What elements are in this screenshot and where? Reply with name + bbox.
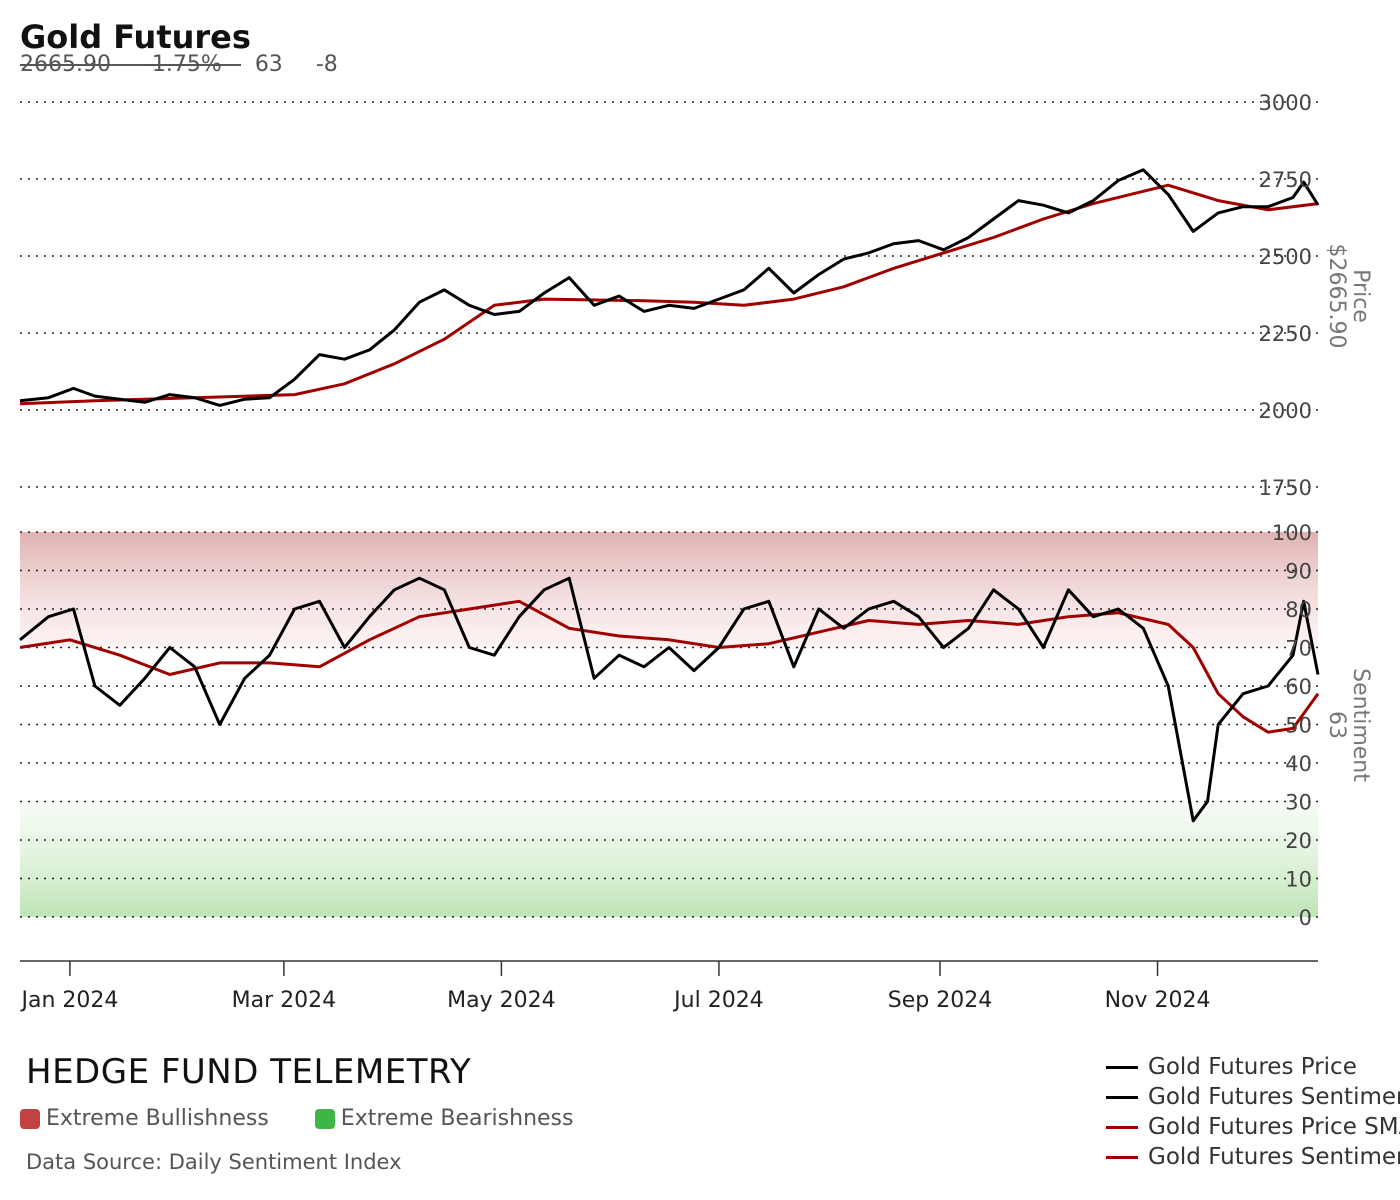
price-tick-label: 3000 bbox=[1259, 91, 1312, 115]
price-tick-label: 1750 bbox=[1259, 476, 1312, 500]
legend-item: Gold Futures Sentiment bbox=[1106, 1082, 1400, 1112]
legend-label: Gold Futures Price bbox=[1148, 1054, 1357, 1080]
sentiment-axis-title-text: Sentiment bbox=[1348, 668, 1373, 782]
legend-line-swatch bbox=[1106, 1065, 1138, 1069]
sentiment-line bbox=[19, 576, 1320, 823]
legend-label: Gold Futures Price SMA bbox=[1148, 1114, 1400, 1140]
legend-item: Gold Futures Price bbox=[1106, 1052, 1400, 1082]
legend-item: Gold Futures Price SMA bbox=[1106, 1112, 1400, 1142]
x-tick-label: May 2024 bbox=[447, 988, 555, 1013]
bear-swatch bbox=[314, 1108, 335, 1129]
bull-swatch bbox=[20, 1108, 40, 1129]
brand-name: HEDGE FUND TELEMETRY bbox=[26, 1052, 472, 1092]
header-stats: 2665.90 -1.75% 63 -8 bbox=[20, 52, 364, 77]
price-line bbox=[19, 168, 1320, 407]
series-lines bbox=[19, 168, 1320, 823]
x-tick-label: Sep 2024 bbox=[888, 988, 992, 1013]
price-axis-title-text: Price bbox=[1348, 269, 1373, 323]
price-axis-title-text: $2665.90 bbox=[1324, 244, 1349, 349]
price-value: 2665.90 bbox=[20, 52, 111, 77]
sentiment-axis-title-text: 63 bbox=[1324, 711, 1349, 739]
price-axis-title: Price$2665.90 bbox=[1324, 244, 1373, 349]
sentiment-value: 63 bbox=[254, 52, 283, 77]
axes: 1750 2000 2250 2500 2750 3000 0 10 20 30 40 50 60 70 8… bbox=[19, 64, 1373, 1013]
legend-line-swatch bbox=[1106, 1125, 1138, 1129]
bear-zone-label: Extreme Bearishness bbox=[340, 1106, 574, 1131]
sentiment-tick-label: 60 bbox=[1285, 675, 1312, 699]
price-tick-label: 2500 bbox=[1259, 245, 1312, 269]
sentiment-tick-label: 30 bbox=[1285, 791, 1312, 815]
chart-title: Gold Futures bbox=[20, 18, 251, 56]
sentiment-tick-label: 20 bbox=[1285, 829, 1312, 853]
sentiment-tick-label: 10 bbox=[1285, 868, 1312, 892]
legend-line-swatch bbox=[1106, 1095, 1138, 1099]
extreme-bullishness-band bbox=[20, 532, 1318, 648]
price-sma-line bbox=[19, 183, 1319, 406]
x-tick-label: Nov 2024 bbox=[1105, 988, 1211, 1013]
bull-zone-key: Extreme Bullishness bbox=[20, 1106, 269, 1131]
zone-key: Extreme Bullishness Extreme Bearishness bbox=[20, 1106, 619, 1131]
series-legend: Gold Futures Price Gold Futures Sentiment… bbox=[1106, 1052, 1400, 1172]
sentiment-tick-label: 100 bbox=[1272, 521, 1312, 545]
extreme-bearishness-band bbox=[20, 801, 1318, 917]
sentiment-tick-label: 50 bbox=[1285, 714, 1312, 738]
price-tick-label: 2000 bbox=[1259, 399, 1312, 423]
sentiment-bands bbox=[20, 532, 1318, 917]
sentiment-tick-label: 0 bbox=[1299, 906, 1312, 930]
sentiment-tick-label: 90 bbox=[1285, 560, 1312, 584]
sentiment-tick-label: 70 bbox=[1285, 637, 1312, 661]
dual-panel-chart: 1750 2000 2250 2500 2750 3000 0 10 20 30 40 50 60 70 8… bbox=[19, 64, 1373, 1013]
x-tick-label: Jul 2024 bbox=[672, 988, 764, 1013]
bull-zone-label: Extreme Bullishness bbox=[46, 1106, 269, 1131]
price-tick-label: 2750 bbox=[1259, 168, 1312, 192]
sentiment-change: -8 bbox=[315, 52, 338, 77]
grid-lines bbox=[20, 101, 1318, 918]
price-tick-label: 2250 bbox=[1259, 322, 1312, 346]
legend-label: Gold Futures Sentiment bbox=[1148, 1084, 1400, 1110]
legend-label: Gold Futures Sentiment SMA bbox=[1148, 1144, 1400, 1170]
legend-line-swatch bbox=[1106, 1155, 1138, 1159]
data-source: Data Source: Daily Sentiment Index bbox=[26, 1150, 402, 1174]
price-change-pct: -1.75% bbox=[143, 52, 222, 77]
bear-zone-key: Extreme Bearishness bbox=[314, 1106, 574, 1131]
x-tick-label: Jan 2024 bbox=[19, 988, 118, 1013]
legend-item: Gold Futures Sentiment SMA bbox=[1106, 1142, 1400, 1172]
sentiment-tick-label: 40 bbox=[1285, 752, 1312, 776]
x-tick-label: Mar 2024 bbox=[232, 988, 337, 1013]
sentiment-tick-label: 80 bbox=[1285, 598, 1312, 622]
